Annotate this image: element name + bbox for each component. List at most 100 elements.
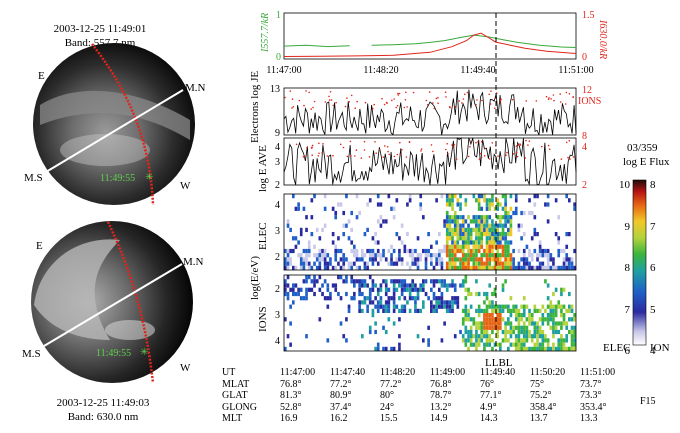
elec-flux-cell [525,244,529,249]
elec-flux-cell [302,248,306,254]
elec-flux-cell [570,261,574,266]
ion-flux-cell [376,287,380,292]
elec-flux-cell [488,253,492,258]
ion-flux-cell [552,308,555,314]
flux-ion-dot [464,93,466,96]
ion-flux-cell [514,304,518,309]
ion-flux-cell [464,296,468,301]
elec-flux-cell [445,194,449,199]
elec-flux-cell [517,265,521,271]
elec-flux-cell [565,257,569,262]
orbit-cell: 77.1° [480,390,502,402]
ion-flux-cell [507,308,510,314]
ion-flux-cell [496,334,500,339]
ion-flux-cell [411,287,415,292]
flux-ion-dot [437,102,439,104]
ion-flux-cell [520,338,523,343]
elec-flux-cell [286,257,290,262]
elec-flux-cell [307,244,311,249]
elec-flux-cell [504,223,507,228]
elec-flux-cell [514,265,518,271]
ion-ytick-2: 2 [275,284,280,295]
elec-flux-cell [347,236,351,241]
ave-ion-dot [321,152,323,154]
ion-flux-cell [480,308,484,314]
elec-flux-cell [445,244,449,249]
flux-ion-dot [344,105,347,108]
elec-flux-cell [416,265,420,271]
elec-flux-cell [406,202,409,207]
elec-flux-cell [528,265,531,271]
ion-flux-cell [469,304,473,309]
elec-flux-cell [475,227,478,233]
ion-flux-cell [536,329,539,335]
elec-flux-cell [408,265,412,271]
ion-flux-cell [323,296,327,301]
ion-flux-cell [392,296,396,301]
ion-flux-cell [368,329,372,335]
elec-flux-cell [299,265,303,271]
elec-flux-cell [376,253,380,258]
ion-flux-cell [554,321,558,326]
ion-flux-cell [432,304,436,309]
ion-flux-cell [430,304,433,309]
elec-flux-cell [453,194,457,199]
ion-flux-cell [499,308,502,314]
ave-ion-dot [497,155,499,157]
elec-flux-cell [464,244,468,249]
ion-flux-cell [533,346,537,352]
elec-flux-cell [504,194,507,199]
flux-ion-dot [489,103,492,105]
ave-ion-dot [567,156,569,159]
elec-flux-cell [448,198,452,203]
sky2-marker-time: 11:49:55 [96,348,132,359]
elec-flux-cell [451,253,454,258]
ion-flux-cell [414,308,417,314]
ion-flux-cell [509,342,513,347]
elec-flux-cell [459,194,462,199]
elec-flux-cell [326,265,330,271]
elec-flux-cell [493,244,497,249]
elec-flux-cell [554,198,558,203]
ion-flux-cell [297,291,300,297]
ion-flux-cell [525,334,529,339]
ion-flux-cell [379,296,383,301]
elec-flux-cell [430,261,433,266]
ion-flux-cell [493,291,497,297]
ion-flux-cell [408,287,412,292]
elec-flux-cell [438,232,441,237]
ion-flux-cell [538,342,542,347]
ion-flux-cell [475,279,478,284]
ion-flux-cell [485,317,489,322]
ion-flux-cell [305,296,308,301]
elec-flux-cell [504,206,507,211]
elec-flux-cell [488,198,492,203]
ion-flux-cell [512,308,515,314]
elec-flux-cell [554,265,558,271]
ave-ytick-4: 4 [275,142,280,153]
ion-flux-cell [339,296,343,301]
elec-flux-cell [438,257,441,262]
ion-flux-cell [342,334,346,339]
ion-flux-cell [448,304,452,309]
elec-flux-cell [565,194,569,199]
ion-flux-cell [560,334,563,339]
ion-flux-cell [475,321,478,326]
elec-flux-cell [305,257,308,262]
colorbar: 10 9 8 7 6 8 7 6 5 4 [619,179,656,357]
elec-flux-cell [491,227,494,233]
ion-flux-cell [358,287,361,292]
elec-flux-cell [403,244,407,249]
elec-flux-cell [430,244,433,249]
elec-flux-cell [448,215,452,220]
elec-flux-cell [499,257,502,262]
elec-flux-cell [408,248,412,254]
ion-flux-cell [541,346,545,352]
flux-ion-dot [303,104,305,107]
ion-flux-cell [552,329,555,335]
elec-flux-cell [366,248,369,254]
ave-ion-dot [405,156,408,158]
ion-flux-cell [313,283,316,288]
flux-ion-dot [458,100,461,102]
colorbar-title-1: 03/359 [627,142,658,154]
